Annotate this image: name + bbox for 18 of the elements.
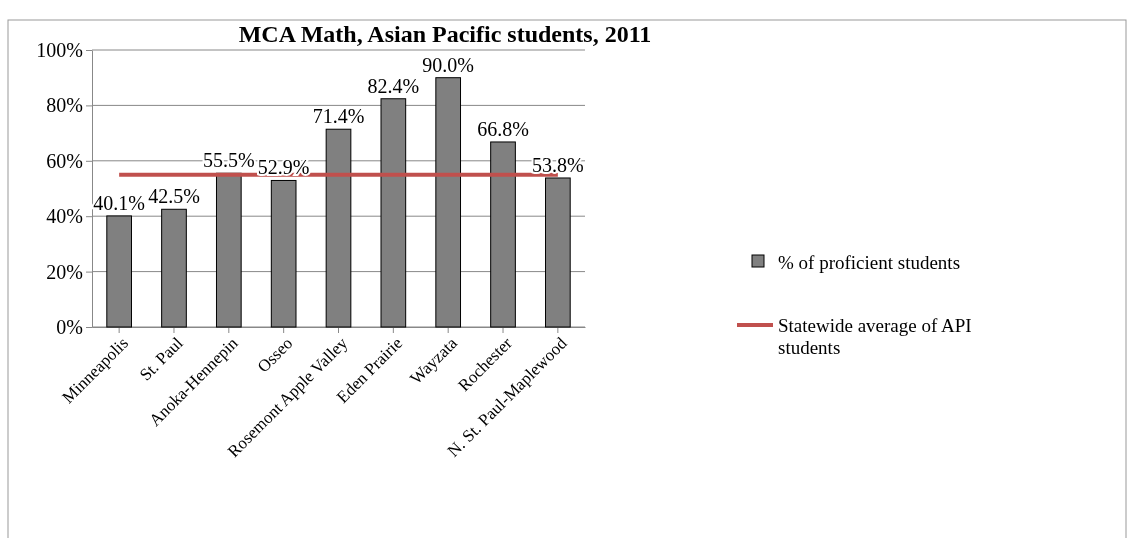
data-label: 52.9% — [257, 156, 310, 179]
legend-label: % of proficient students — [778, 252, 961, 273]
data-label: 71.4% — [312, 105, 365, 128]
data-label: 90.0% — [422, 53, 475, 76]
y-tick-label: 80% — [46, 94, 83, 117]
data-label: 82.4% — [367, 74, 420, 97]
y-tick-label: 20% — [46, 260, 83, 283]
data-label: 53.8% — [532, 153, 584, 176]
data-label: 66.8% — [477, 117, 529, 140]
data-label: 42.5% — [148, 185, 200, 208]
data-label: 55.5% — [202, 149, 255, 172]
legend-label: Statewide average of API students — [778, 315, 972, 358]
y-tick-label: 40% — [46, 205, 83, 228]
y-tick-label: 100% — [36, 38, 83, 61]
y-tick-label: 0% — [56, 315, 83, 338]
chart-title: MCA Math, Asian Pacific students, 2011 — [238, 21, 652, 47]
y-tick-label: 60% — [46, 149, 83, 172]
data-label: 40.1% — [93, 191, 145, 214]
